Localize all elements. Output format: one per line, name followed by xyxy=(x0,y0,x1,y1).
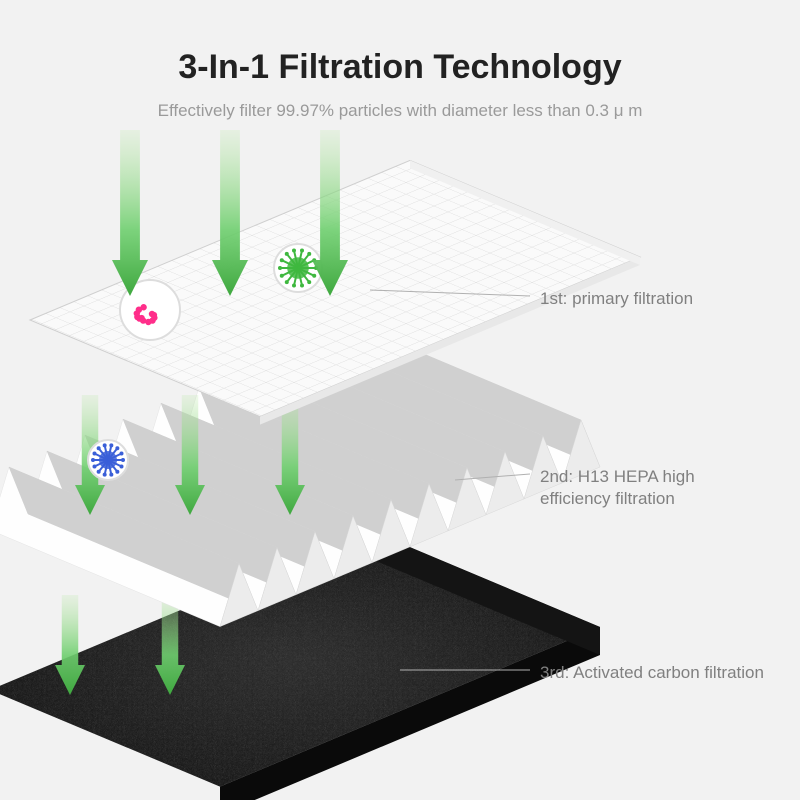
layer-label-1: 1st: primary filtration xyxy=(540,288,693,310)
layer-label-3: 3rd: Activated carbon filtration xyxy=(540,662,764,684)
layer-label-2: 2nd: H13 HEPA highefficiency filtration xyxy=(540,466,695,510)
flow-arrow xyxy=(112,130,148,296)
